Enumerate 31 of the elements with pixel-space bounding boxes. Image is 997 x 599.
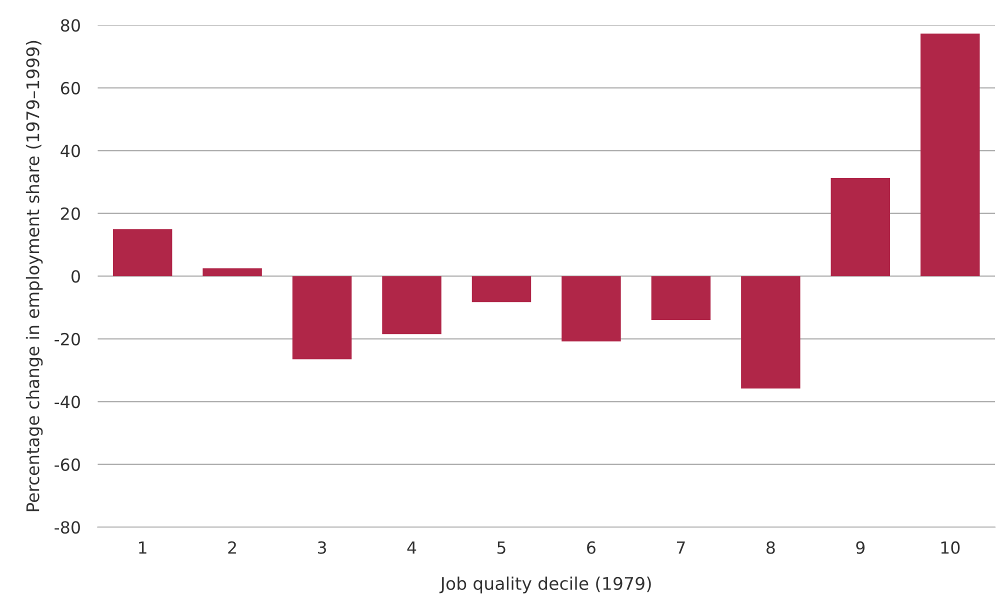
- x-tick-label: 4: [407, 542, 416, 554]
- bar: [382, 276, 442, 334]
- x-tick-label: 2: [228, 541, 236, 554]
- x-tick-label: 7: [677, 542, 685, 554]
- y-tick-label: -40: [54, 396, 80, 408]
- x-tick-label: 9: [856, 541, 865, 554]
- y-tick-label: 0: [72, 270, 80, 283]
- y-tick-label: 60: [60, 82, 80, 94]
- bar: [741, 276, 800, 388]
- bar: [292, 276, 352, 360]
- y-tick-label: -20: [54, 332, 80, 346]
- y-axis-title: Percentage change in employment share (1979–1999): [26, 40, 43, 512]
- bar: [562, 276, 621, 342]
- x-tick-label: 6: [587, 541, 596, 554]
- bar: [651, 276, 711, 320]
- bar: [830, 178, 890, 276]
- y-tick-label: -60: [54, 458, 80, 471]
- y-tick-label: -80: [54, 521, 80, 534]
- x-tick-label: 10: [941, 541, 960, 554]
- x-tick-label: 3: [318, 541, 326, 554]
- y-tick-label: 20: [61, 207, 80, 220]
- x-tick-label: 8: [766, 541, 775, 554]
- x-tick-label: 5: [497, 542, 506, 554]
- bar: [472, 276, 532, 302]
- bar: [202, 268, 262, 276]
- x-tick-label: 1: [139, 542, 146, 554]
- x-axis-title: Job quality decile (1979): [439, 576, 651, 594]
- bar: [920, 34, 980, 276]
- bar: [112, 229, 172, 276]
- y-tick-label: 80: [60, 19, 80, 32]
- y-tick-label: 40: [60, 144, 80, 158]
